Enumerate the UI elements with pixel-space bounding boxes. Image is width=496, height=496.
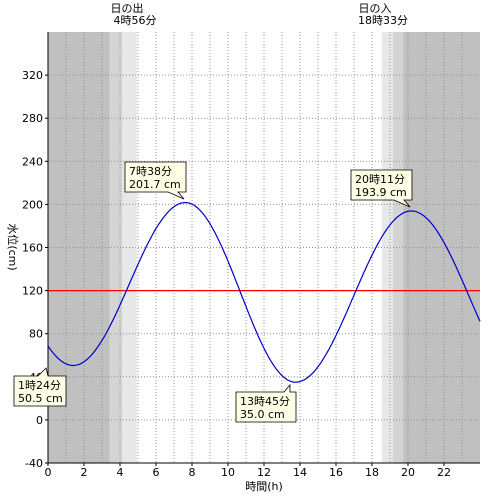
x-tick-label: 10 — [221, 466, 235, 479]
x-tick-label: 18 — [365, 466, 379, 479]
callout-high-2-value: 193.9 cm — [355, 186, 407, 199]
x-tick-label: 22 — [437, 466, 451, 479]
y-tick-label: 240 — [22, 155, 43, 168]
callout-high-1-value: 201.7 cm — [129, 178, 181, 191]
sunrise-time: 4時56分 — [114, 14, 157, 27]
callout-high-1: 7時38分 201.7 cm — [124, 161, 187, 200]
sunset-label: 日の入 — [359, 2, 392, 15]
x-tick-label: 20 — [401, 466, 415, 479]
x-tick-label: 8 — [189, 466, 196, 479]
twilight-band-morning-1 — [109, 32, 123, 463]
twilight-band-evening-2 — [392, 32, 404, 463]
x-tick-label: 4 — [117, 466, 124, 479]
series-layer — [47, 202, 481, 383]
callout-low-2: 13時45分 35.0 cm — [235, 383, 297, 423]
y-tick-label: 160 — [22, 242, 43, 255]
y-tick-label: 200 — [22, 198, 43, 211]
sunrise-label: 日の出 — [111, 1, 144, 15]
callout-low-2-value: 35.0 cm — [240, 408, 285, 421]
x-tick-label: 0 — [45, 466, 52, 479]
callout-low-1-time: 1時24分 — [18, 379, 61, 392]
x-tick-label: 16 — [329, 466, 343, 479]
tick-labels: 0246810121416182022-40040801201602002402… — [22, 69, 451, 479]
y-tick-label: 320 — [22, 69, 43, 82]
callouts: 1時24分 50.5 cm 7時38分 201.7 cm 13時45分 35.0… — [13, 161, 413, 423]
y-axis-title: 水位(cm) — [6, 223, 20, 270]
callout-high-1-time: 7時38分 — [129, 165, 172, 178]
series-line-tide — [47, 202, 481, 383]
y-tick-label: 120 — [22, 285, 43, 298]
y-tick-label: -40 — [25, 457, 43, 470]
x-axis-title: 時間(h) — [245, 480, 283, 493]
y-tick-label: 80 — [29, 328, 43, 341]
sunset-time: 18時33分 — [358, 14, 408, 27]
callout-low-1: 1時24分 50.5 cm — [13, 367, 67, 407]
x-tick-label: 14 — [293, 466, 307, 479]
x-tick-label: 12 — [257, 466, 271, 479]
callout-high-2: 20時11分 193.9 cm — [350, 169, 413, 208]
callout-low-2-time: 13時45分 — [240, 395, 290, 408]
y-tick-label: 0 — [36, 414, 43, 427]
y-tick-label: 280 — [22, 112, 43, 125]
callout-low-1-value: 50.5 cm — [18, 392, 63, 405]
callout-high-2-time: 20時11分 — [355, 173, 405, 186]
x-tick-label: 6 — [153, 466, 160, 479]
x-tick-label: 2 — [81, 466, 88, 479]
